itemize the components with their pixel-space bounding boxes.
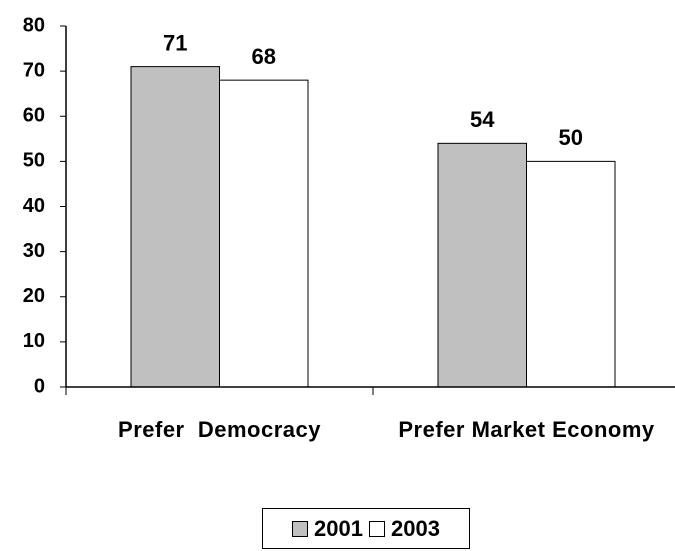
data-label: 68 [252,44,276,69]
data-label: 71 [163,30,187,55]
data-label: 54 [470,107,495,132]
x-tick-label: Prefer Market Economy [398,417,655,442]
legend-swatch [292,520,309,537]
bar [130,66,220,388]
y-tick-label: 50 [23,150,45,172]
y-tick-label: 0 [34,375,45,397]
bar [526,160,616,388]
legend-label: 2001 [314,515,363,541]
legend-item: 2001 [292,516,363,542]
x-tick-label: Prefer Democracy [118,417,321,442]
y-tick-label: 60 [23,105,45,127]
bar [219,79,309,388]
data-label: 50 [559,125,583,150]
y-tick-label: 30 [23,240,45,262]
y-tick-label: 10 [23,330,45,352]
legend: 2001 2003 [262,508,470,549]
y-tick-label: 40 [23,195,45,217]
legend-label: 2003 [391,515,440,541]
y-tick-label: 20 [23,285,45,307]
legend-swatch [369,520,385,537]
bar [437,142,527,388]
legend-item: 2003 [369,516,440,542]
y-tick-label: 80 [23,14,45,36]
y-tick-label: 70 [23,59,45,81]
